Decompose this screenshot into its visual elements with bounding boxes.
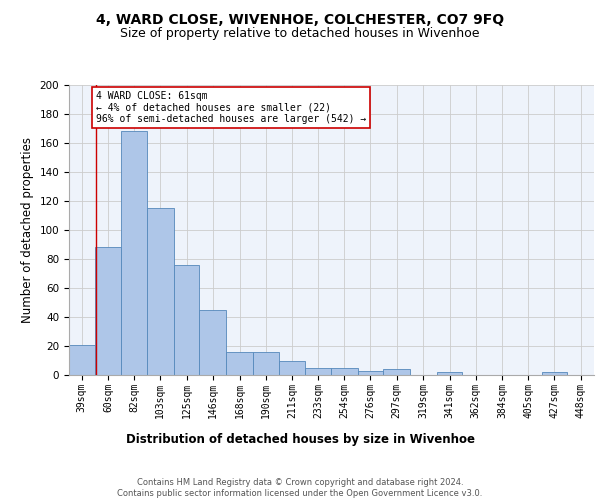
Bar [278,360,305,375]
Text: 4, WARD CLOSE, WIVENHOE, COLCHESTER, CO7 9FQ: 4, WARD CLOSE, WIVENHOE, COLCHESTER, CO7… [96,12,504,26]
Y-axis label: Number of detached properties: Number of detached properties [21,137,34,323]
Text: 4 WARD CLOSE: 61sqm
← 4% of detached houses are smaller (22)
96% of semi-detache: 4 WARD CLOSE: 61sqm ← 4% of detached hou… [96,91,366,124]
Bar [383,369,410,375]
Bar [95,248,121,375]
Bar [121,132,147,375]
Bar [174,265,199,375]
Text: Size of property relative to detached houses in Wivenhoe: Size of property relative to detached ho… [120,28,480,40]
Bar [69,344,95,375]
Text: Contains HM Land Registry data © Crown copyright and database right 2024.
Contai: Contains HM Land Registry data © Crown c… [118,478,482,498]
Bar [542,372,567,375]
Bar [331,368,358,375]
Bar [253,352,278,375]
Bar [437,372,463,375]
Bar [358,370,383,375]
Text: Distribution of detached houses by size in Wivenhoe: Distribution of detached houses by size … [125,432,475,446]
Bar [305,368,331,375]
Bar [199,310,226,375]
Bar [226,352,253,375]
Bar [147,208,174,375]
